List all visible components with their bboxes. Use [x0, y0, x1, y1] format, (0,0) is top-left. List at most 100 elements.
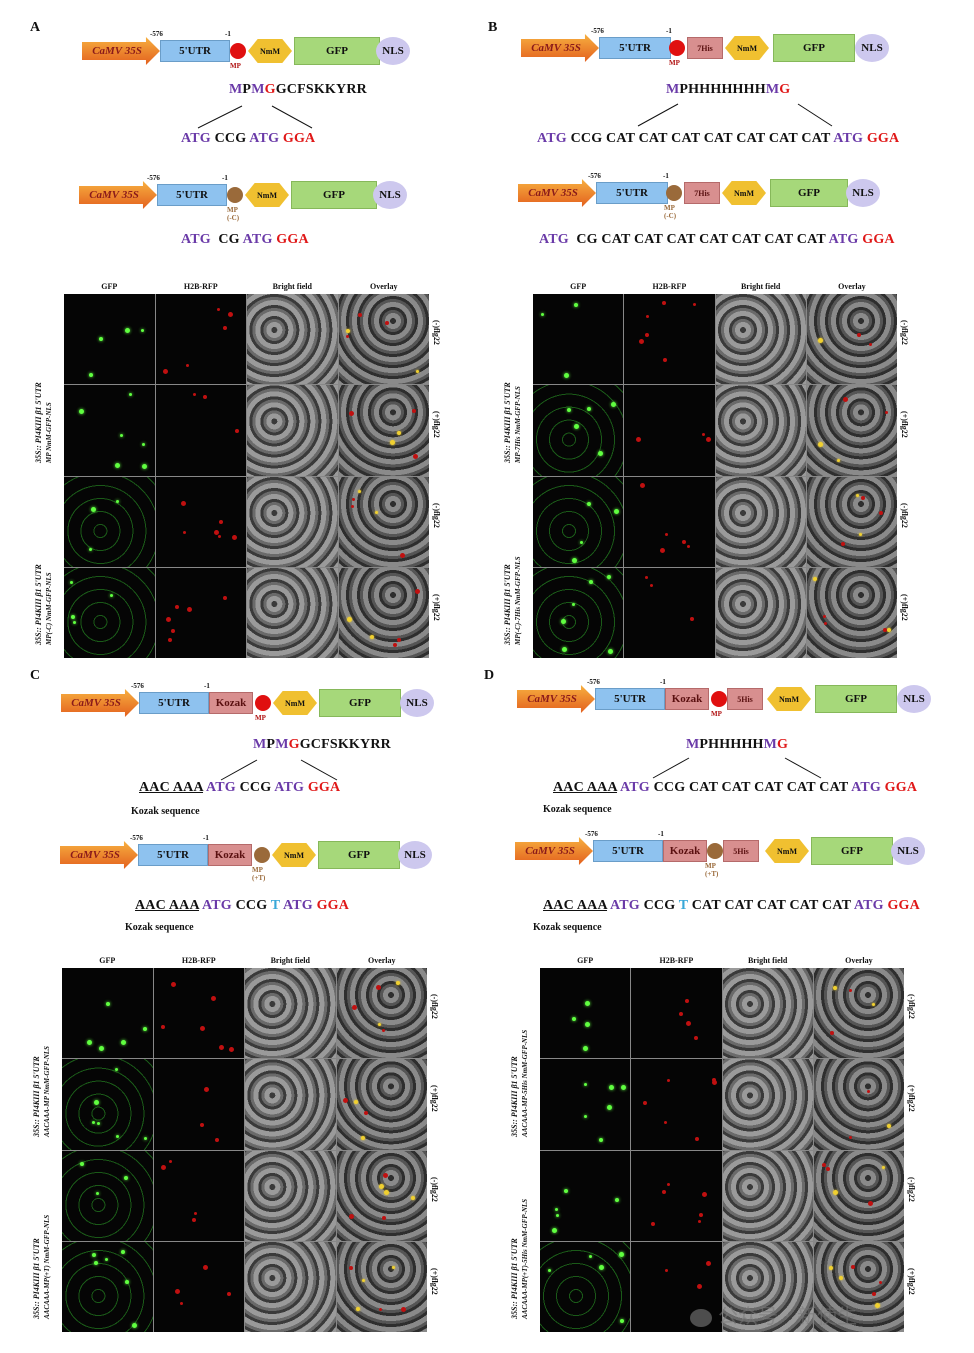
- column-header: Overlay: [838, 282, 866, 291]
- nucleus-spot: [203, 395, 208, 400]
- coord-end: -1: [666, 27, 672, 35]
- nucleus-spot: [702, 433, 706, 437]
- nucleus-spot: [165, 617, 171, 623]
- connector-lines-b1: [637, 103, 833, 127]
- utr-box: 5'UTR: [139, 692, 209, 714]
- nucleus-spot: [849, 1136, 853, 1140]
- micrograph-cell: [631, 1059, 722, 1150]
- nucleus-spot: [223, 595, 228, 600]
- mp-dot: [711, 691, 727, 707]
- nucleus-spot: [639, 339, 645, 345]
- nucleus-spot: [229, 1047, 235, 1053]
- nucleus-spot: [187, 606, 193, 612]
- nucleus-spot: [572, 1017, 577, 1022]
- nmm-hexagon: NmM: [725, 36, 769, 60]
- nls-circle: NLS: [398, 841, 432, 869]
- nucleus-spot: [412, 409, 417, 414]
- micrograph-cell: [338, 385, 429, 476]
- nucleus-spot: [216, 307, 220, 311]
- nucleus-spot: [621, 1084, 627, 1090]
- nucleus-spot: [180, 501, 186, 507]
- gfp-box: GFP: [291, 181, 377, 209]
- nucleus-spot: [687, 544, 691, 548]
- nucleus-spot: [192, 393, 196, 397]
- nucleus-spot: [690, 616, 695, 621]
- connector-lines-c1: [220, 759, 338, 781]
- nucleus-spot: [694, 1035, 699, 1040]
- nucleus-spot: [697, 1284, 703, 1290]
- nmm-hexagon: NmM: [248, 39, 292, 63]
- nucleus-spot: [413, 454, 419, 460]
- nucleus-spot: [832, 1189, 838, 1195]
- micrograph-cell: [722, 1059, 813, 1150]
- nucleus-spot: [599, 1264, 605, 1270]
- utr-box: 5'UTR: [599, 37, 671, 59]
- nucleus-spot: [400, 1307, 406, 1313]
- nucleus-spot: [867, 1090, 871, 1094]
- mp-label: MP (+T): [252, 866, 266, 882]
- gfp-box: GFP: [318, 841, 400, 869]
- nucleus-spot: [362, 1279, 366, 1283]
- nucleus-spot: [376, 984, 382, 990]
- nucleus-spot: [120, 1040, 126, 1046]
- nucleus-spot: [200, 1123, 205, 1128]
- nucleus-spot: [607, 1105, 613, 1111]
- his-tag-box: 7His: [684, 182, 720, 204]
- construct-b2: CaMV 35S -576 5'UTR -1 MP (-C) 7His NmM G…: [518, 172, 888, 220]
- nucleus-spot: [869, 343, 873, 347]
- construct-row-label: 35S:: PI4KIII β1 5'UTR: [510, 1238, 519, 1319]
- nucleus-spot: [88, 547, 92, 551]
- nucleus-spot: [660, 548, 666, 554]
- gfp-box: GFP: [294, 37, 380, 65]
- nucleus-spot: [175, 605, 180, 610]
- nucleus-spot: [98, 336, 103, 341]
- construct-row-label: 35S:: PI4KIII β1 5'UTR: [503, 564, 512, 645]
- nucleus-spot: [98, 1046, 104, 1052]
- nucleus-spot: [346, 617, 352, 623]
- nucleus-spot: [645, 314, 649, 318]
- nucleus-spot: [651, 1222, 656, 1227]
- nucleus-spot: [818, 442, 824, 448]
- promoter-arrow: CaMV 35S: [515, 837, 593, 865]
- micrograph-cell: [631, 1150, 722, 1241]
- nucleus-spot: [357, 490, 361, 494]
- column-header: H2B-RFP: [652, 282, 687, 291]
- mp-dot: [254, 847, 270, 863]
- dna-seq-b2: ATG CG CAT CAT CAT CAT CAT CAT CAT ATG G…: [539, 232, 895, 247]
- utr-box: 5'UTR: [157, 184, 227, 206]
- nls-circle: NLS: [891, 837, 925, 865]
- column-header: H2B-RFP: [181, 956, 216, 965]
- treatment-label: (+)flg22: [900, 411, 909, 439]
- nucleus-spot: [213, 529, 219, 535]
- micrograph-cell: [245, 1150, 336, 1241]
- micrograph-cell: [247, 294, 338, 385]
- nucleus-spot: [222, 326, 227, 331]
- kozak-note: Kozak sequence: [533, 922, 602, 933]
- mp-label: MP: [255, 714, 266, 722]
- nucleus-spot: [563, 1189, 568, 1194]
- micrograph-cell: [806, 385, 897, 476]
- nucleus-spot: [879, 511, 884, 516]
- nucleus-spot: [842, 396, 848, 402]
- coord-start: -576: [131, 682, 144, 690]
- coord-end: -1: [225, 30, 231, 38]
- connector-lines-d1: [652, 757, 822, 779]
- coord-end: -1: [658, 830, 664, 838]
- nucleus-spot: [589, 580, 593, 584]
- nucleus-spot: [141, 329, 145, 333]
- nucleus-spot: [681, 539, 686, 544]
- nucleus-spot: [120, 434, 124, 438]
- column-header: H2B-RFP: [659, 956, 694, 965]
- nucleus-spot: [685, 999, 690, 1004]
- nucleus-spot: [399, 553, 405, 558]
- nucleus-spot: [94, 1100, 100, 1106]
- nucleus-spot: [91, 1120, 95, 1124]
- nucleus-spot: [856, 332, 861, 337]
- nucleus-spot: [361, 1135, 366, 1140]
- micrograph-cell: [153, 1059, 244, 1150]
- microscopy-grid-b: [533, 294, 897, 658]
- nucleus-spot: [649, 583, 653, 587]
- nucleus-spot: [828, 1266, 833, 1271]
- promoter-arrow: CaMV 35S: [61, 689, 139, 717]
- his-tag-box: 7His: [687, 37, 723, 59]
